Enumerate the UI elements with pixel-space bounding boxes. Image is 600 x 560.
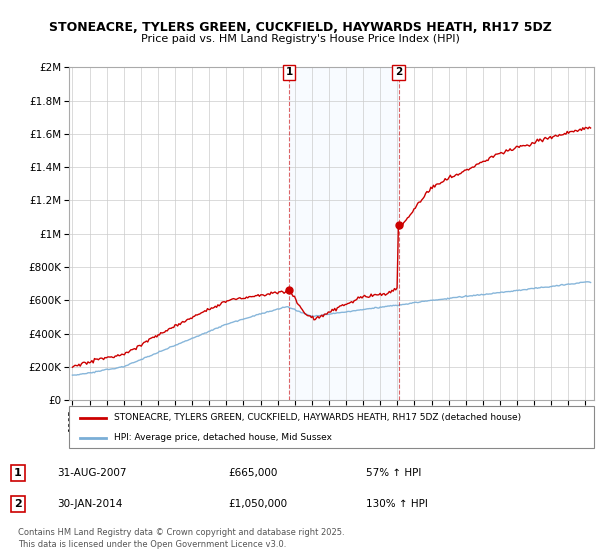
Text: 1: 1 (286, 67, 293, 77)
Text: STONEACRE, TYLERS GREEN, CUCKFIELD, HAYWARDS HEATH, RH17 5DZ (detached house): STONEACRE, TYLERS GREEN, CUCKFIELD, HAYW… (113, 413, 521, 422)
Text: 2: 2 (395, 67, 403, 77)
Text: Price paid vs. HM Land Registry's House Price Index (HPI): Price paid vs. HM Land Registry's House … (140, 34, 460, 44)
Text: 31-AUG-2007: 31-AUG-2007 (57, 468, 127, 478)
Text: Contains HM Land Registry data © Crown copyright and database right 2025.
This d: Contains HM Land Registry data © Crown c… (18, 528, 344, 549)
Text: STONEACRE, TYLERS GREEN, CUCKFIELD, HAYWARDS HEATH, RH17 5DZ: STONEACRE, TYLERS GREEN, CUCKFIELD, HAYW… (49, 21, 551, 34)
Text: 130% ↑ HPI: 130% ↑ HPI (366, 499, 428, 509)
Text: 2: 2 (14, 499, 22, 509)
Text: 1: 1 (14, 468, 22, 478)
Text: £665,000: £665,000 (228, 468, 277, 478)
Text: HPI: Average price, detached house, Mid Sussex: HPI: Average price, detached house, Mid … (113, 433, 332, 442)
Text: £1,050,000: £1,050,000 (228, 499, 287, 509)
Text: 30-JAN-2014: 30-JAN-2014 (57, 499, 122, 509)
FancyBboxPatch shape (69, 406, 594, 448)
Bar (289, 67, 399, 400)
Text: 57% ↑ HPI: 57% ↑ HPI (366, 468, 421, 478)
